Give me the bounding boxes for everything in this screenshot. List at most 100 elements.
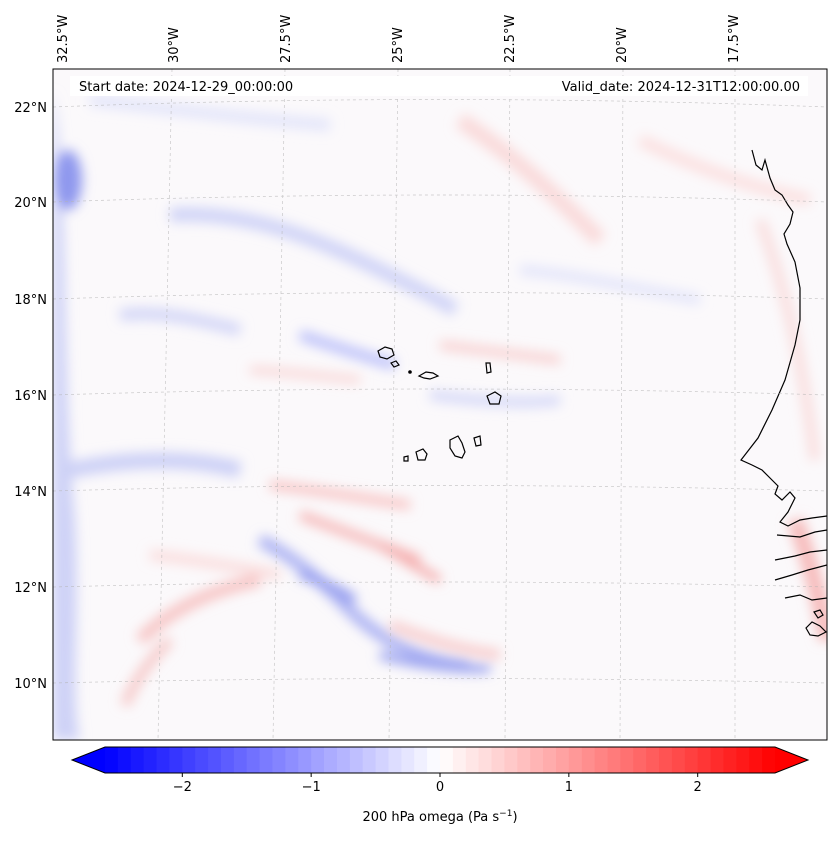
colorbar-segment [220,747,235,773]
colorbar-min-extend [72,747,105,773]
map-panel: Start date: 2024-12-29_00:00:00 Valid_da… [14,15,828,741]
map-background [53,69,827,740]
colorbar-tick-label: 1 [565,780,573,795]
colorbar-segment [491,747,506,773]
colorbar-segment [723,747,737,773]
island-santo-antao [377,346,395,360]
colorbar-segment [646,747,660,773]
colorbar-segment [169,747,183,773]
colorbar-tick-label: −1 [302,780,321,795]
colorbar: −2 −1 0 1 2 200 hPa omega (Pa s−1) [70,746,810,825]
colorbar-segment [401,747,415,773]
colorbar-segment [130,747,145,773]
colorbar-segment [697,747,712,773]
colorbar-tick-marks [181,773,699,777]
colorbar-segment [594,747,609,773]
island-maio [473,435,482,447]
colorbar-segment [478,747,493,773]
colorbar-segment [568,747,583,773]
colorbar-segment [388,747,402,773]
lon-label: 17.5°W [727,15,742,63]
colorbar-segment [620,747,634,773]
island-sal [485,362,492,374]
african-coastline [740,149,827,527]
lon-label: 27.5°W [279,15,294,63]
header-band [70,76,808,96]
colorbar-segment [246,747,261,773]
colorbar-segment [324,747,338,773]
colorbar-segment [555,747,570,773]
colorbar-segment [285,747,299,773]
colorbar-segment [182,747,196,773]
lon-label: 20°W [615,27,630,63]
colorbar-segment [762,747,776,773]
colorbar-tick-label: 2 [694,780,702,795]
colorbar-segment [156,747,171,773]
colorbar-segment [749,747,763,773]
latitude-labels: 22°N 20°N 18°N 16°N 14°N 12°N 10°N [14,101,47,692]
lon-label: 22.5°W [503,15,518,63]
colorbar-segment [272,747,286,773]
island-sao-nicolau [417,371,440,380]
island-sao-vicente [390,360,400,368]
start-date-label: Start date: 2024-12-29_00:00:00 [79,80,293,95]
colorbar-segment [633,747,647,773]
colorbar-segment [440,747,454,773]
colorbar-segment [336,747,351,773]
colorbar-segment [465,747,480,773]
omega-field [53,90,827,740]
colorbar-segment [543,747,557,773]
colorbar-segment [414,747,428,773]
colorbar-segment [233,747,248,773]
island-fogo [415,448,428,461]
lon-label: 32.5°W [56,15,71,63]
colorbar-segment [311,747,325,773]
lon-label: 30°W [167,27,182,63]
island-brava [403,455,409,462]
island-santiago [449,435,466,459]
colorbar-tick-label: 0 [436,780,444,795]
colorbar-segment [375,747,390,773]
colorbar-segment [581,747,596,773]
colorbar-segment [607,747,621,773]
colorbar-segment [517,747,531,773]
colorbar-segment [452,747,467,773]
colorbar-segment [298,747,312,773]
coastlines [377,149,827,637]
colorbar-segment [208,747,222,773]
lat-label: 18°N [14,293,47,308]
lat-label: 12°N [14,581,47,596]
colorbar-segment [349,747,364,773]
colorbar-segment [710,747,725,773]
island-boa-vista [486,391,502,405]
colorbar-segment [671,747,686,773]
colorbar-segment [504,747,518,773]
colorbar-segment [195,747,209,773]
colorbar-segments [72,747,808,773]
valid-date-label: Valid_date: 2024-12-31T12:00:00.00 [562,80,800,95]
colorbar-segment [362,747,377,773]
lat-label: 20°N [14,196,47,211]
colorbar-segment [117,747,132,773]
lat-label: 14°N [14,485,47,500]
colorbar-segment [105,747,119,773]
colorbar-segment [143,747,158,773]
colorbar-tick-labels: −2 −1 0 1 2 [173,780,702,795]
colorbar-outline [70,746,810,774]
map-frame [52,68,828,741]
colorbar-segment [684,747,699,773]
colorbar-segment [530,747,544,773]
longitude-labels: 32.5°W 30°W 27.5°W 25°W 22.5°W 20°W 17.5… [56,15,742,63]
colorbar-segment [659,747,673,773]
lat-label: 10°N [14,677,47,692]
colorbar-segment [259,747,274,773]
colorbar-tick-label: −2 [173,780,192,795]
lon-label: 25°W [391,27,406,63]
colorbar-label: 200 hPa omega (Pa s−1) [362,809,517,825]
lat-label: 22°N [14,101,47,116]
lat-label: 16°N [14,389,47,404]
colorbar-segment [736,747,750,773]
colorbar-max-extend [775,747,808,773]
colorbar-segment [427,747,441,773]
